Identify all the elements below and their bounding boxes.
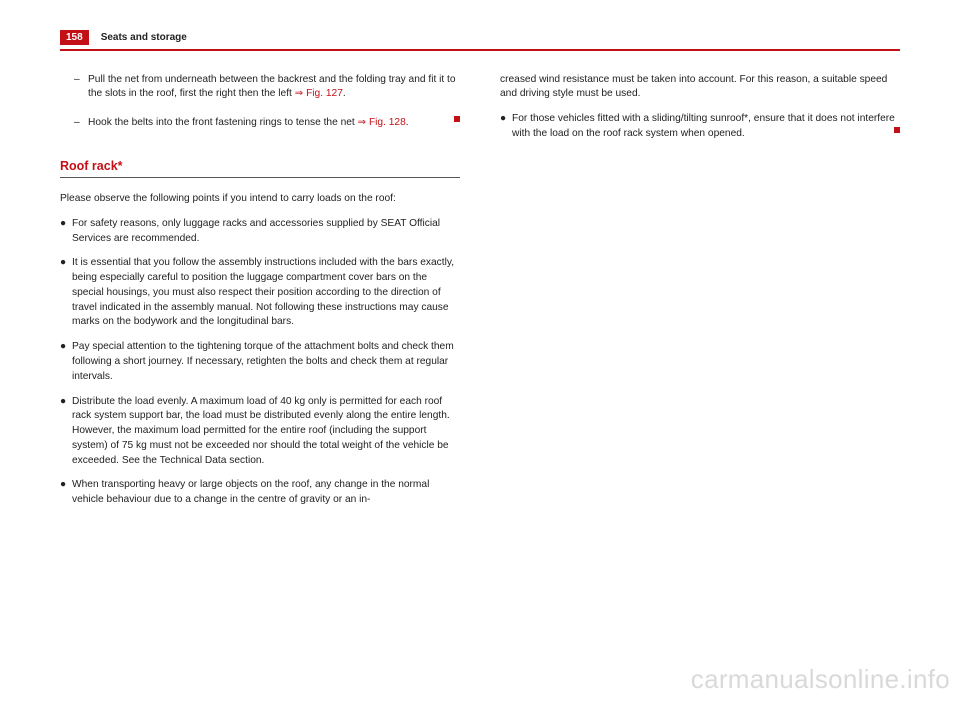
intro-paragraph: Please observe the following points if y… <box>60 192 460 207</box>
figure-link[interactable]: ⇒ Fig. 127 <box>295 88 343 99</box>
bullet-item: ● It is essential that you follow the as… <box>60 256 460 330</box>
text-part: For those vehicles fitted with a sliding… <box>512 113 895 139</box>
text-part: . <box>406 117 409 128</box>
instruction-item: – Pull the net from underneath between t… <box>60 73 460 103</box>
bullet-marker: ● <box>60 395 72 469</box>
bullet-marker: ● <box>60 478 72 508</box>
bullet-item: ● Pay special attention to the tightenin… <box>60 340 460 384</box>
bullet-marker: ● <box>60 340 72 384</box>
text-part: . <box>343 88 346 99</box>
text-part: Pull the net from underneath between the… <box>88 74 456 100</box>
right-column: creased wind resistance must be taken in… <box>500 73 900 519</box>
watermark-text: carmanualsonline.info <box>691 664 950 695</box>
bullet-item: ● For those vehicles fitted with a slidi… <box>500 112 900 142</box>
left-column: – Pull the net from underneath between t… <box>60 73 460 519</box>
end-square-icon <box>454 116 460 122</box>
bullet-text: For those vehicles fitted with a sliding… <box>512 112 900 142</box>
bullet-text: When transporting heavy or large objects… <box>72 478 460 508</box>
page-header: 158 Seats and storage <box>60 30 900 45</box>
dash-marker: – <box>74 73 88 103</box>
bullet-marker: ● <box>500 112 512 142</box>
bullet-text: For safety reasons, only luggage racks a… <box>72 217 460 247</box>
instruction-text: Hook the belts into the front fastening … <box>88 116 460 131</box>
bullet-marker: ● <box>60 217 72 247</box>
bullet-text: It is essential that you follow the asse… <box>72 256 460 330</box>
content-columns: – Pull the net from underneath between t… <box>60 73 900 519</box>
header-divider <box>60 49 900 51</box>
page-number-badge: 158 <box>60 30 89 45</box>
manual-page: 158 Seats and storage – Pull the net fro… <box>0 0 960 538</box>
bullet-item: ● For safety reasons, only luggage racks… <box>60 217 460 247</box>
heading-underline <box>60 177 460 178</box>
figure-link[interactable]: ⇒ Fig. 128 <box>358 117 406 128</box>
instruction-item: – Hook the belts into the front fastenin… <box>60 116 460 131</box>
section-title: Seats and storage <box>101 32 187 43</box>
bullet-text: Distribute the load evenly. A maximum lo… <box>72 395 460 469</box>
instruction-text: Pull the net from underneath between the… <box>88 73 460 103</box>
text-part: Hook the belts into the front fastening … <box>88 117 358 128</box>
continuation-paragraph: creased wind resistance must be taken in… <box>500 73 900 103</box>
bullet-item: ● When transporting heavy or large objec… <box>60 478 460 508</box>
bullet-marker: ● <box>60 256 72 330</box>
bullet-text: Pay special attention to the tightening … <box>72 340 460 384</box>
dash-marker: – <box>74 116 88 131</box>
bullet-item: ● Distribute the load evenly. A maximum … <box>60 395 460 469</box>
end-square-icon <box>894 127 900 133</box>
subsection-heading: Roof rack* <box>60 157 460 175</box>
